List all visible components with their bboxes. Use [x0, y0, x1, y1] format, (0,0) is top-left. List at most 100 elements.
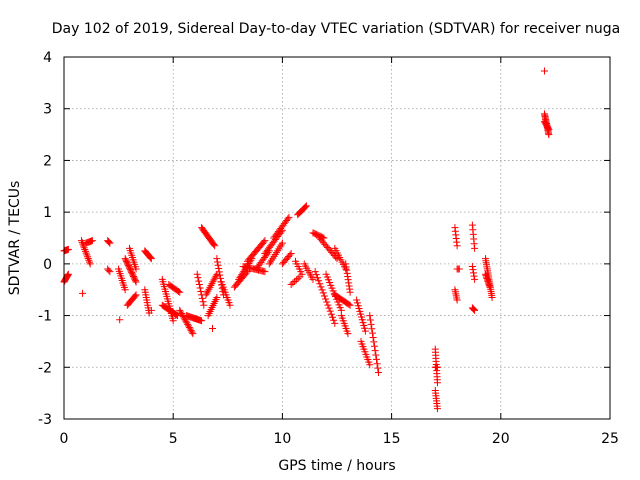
data-point [184, 322, 192, 330]
data-point [146, 253, 154, 261]
data-point [147, 254, 155, 262]
data-point [285, 213, 293, 221]
data-point [324, 301, 332, 309]
data-point [325, 304, 333, 312]
y-axis-label: SDTVAR / TECUs [7, 181, 23, 296]
data-point [132, 291, 140, 299]
data-point [366, 312, 374, 320]
data-point [185, 323, 193, 331]
data-point [184, 320, 192, 328]
tick-labels: 0 5 10 15 20 25 -3 -2 -1 0 1 2 3 4 [38, 50, 619, 447]
y-tick-label: 1 [43, 205, 52, 221]
data-point [200, 301, 208, 309]
data-point [287, 250, 295, 258]
data-point [540, 67, 548, 75]
data-point [323, 298, 331, 306]
axis-ticks [63, 56, 611, 420]
data-point [315, 277, 323, 285]
data-point [345, 300, 353, 308]
x-tick-label: 25 [601, 431, 619, 447]
data-point [85, 256, 93, 264]
data-point [189, 330, 197, 338]
data-point [366, 361, 374, 369]
data-point [215, 265, 223, 273]
data-point [291, 277, 299, 285]
data-point [216, 274, 224, 282]
data-point [88, 237, 96, 245]
data-point [64, 245, 72, 253]
data-point [433, 363, 441, 371]
plot-frame [63, 56, 611, 420]
data-point [471, 306, 479, 314]
data-point [193, 270, 201, 278]
data-point [322, 295, 330, 303]
data-point [175, 287, 183, 295]
data-point [82, 247, 90, 255]
data-point [545, 125, 553, 133]
y-tick-label: 3 [43, 102, 52, 118]
data-point [198, 294, 206, 302]
data-point [309, 275, 317, 283]
data-point [370, 342, 378, 350]
data-point [286, 251, 294, 259]
data-point [261, 237, 269, 245]
data-point [81, 246, 89, 254]
data-point [468, 262, 476, 270]
data-point [469, 305, 477, 313]
data-point [131, 292, 139, 300]
data-point [368, 325, 376, 333]
x-tick-label: 10 [273, 431, 291, 447]
data-point [312, 271, 320, 279]
data-point [298, 270, 306, 278]
data-point [121, 286, 129, 294]
data-point [302, 202, 310, 210]
data-point [278, 239, 286, 247]
data-point [213, 258, 221, 266]
data-point [453, 242, 461, 250]
data-point [183, 319, 191, 327]
data-point [471, 244, 479, 252]
data-points [60, 67, 553, 413]
x-axis-label: GPS time / hours [278, 458, 395, 474]
data-point [84, 253, 92, 261]
data-point [176, 306, 184, 314]
data-point [197, 287, 205, 295]
data-point [181, 316, 189, 324]
data-point [198, 317, 206, 325]
data-point [486, 283, 494, 291]
data-point [132, 265, 140, 273]
data-point [82, 249, 90, 257]
data-point [319, 289, 327, 297]
data-point [195, 277, 203, 285]
data-point [84, 254, 92, 262]
data-point [77, 237, 85, 245]
data-point [64, 270, 72, 278]
data-point [371, 347, 379, 355]
data-point [361, 327, 369, 335]
data-point [196, 284, 204, 292]
data-point [199, 298, 207, 306]
data-point [369, 333, 377, 341]
data-point [433, 379, 441, 387]
data-point [186, 325, 194, 333]
data-point [194, 274, 202, 282]
data-point [80, 244, 88, 252]
data-point [209, 325, 217, 332]
data-point [433, 405, 441, 413]
data-point [284, 215, 292, 223]
data-point [177, 308, 185, 316]
data-point [106, 239, 114, 247]
data-point [367, 320, 375, 328]
data-point [318, 286, 326, 294]
data-point [83, 251, 91, 259]
data-point [469, 266, 477, 274]
data-point [176, 288, 184, 296]
data-point [187, 327, 195, 335]
data-point [132, 278, 140, 286]
data-point [488, 293, 496, 301]
data-point [329, 313, 337, 321]
data-point [213, 293, 221, 301]
data-point [346, 301, 354, 309]
